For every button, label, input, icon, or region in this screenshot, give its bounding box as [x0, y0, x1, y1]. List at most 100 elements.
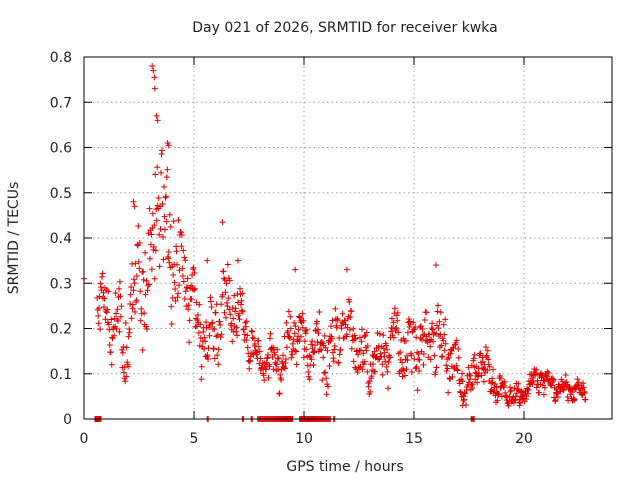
data-point: [306, 376, 313, 383]
data-point: [114, 306, 121, 313]
data-point: [236, 310, 243, 317]
data-point: [148, 266, 155, 273]
data-point: [350, 358, 357, 365]
data-point: [310, 362, 317, 369]
data-point: [152, 171, 159, 178]
data-point: [283, 319, 290, 326]
data-point: [443, 362, 450, 369]
data-point: [291, 330, 298, 337]
data-point: [364, 342, 371, 349]
data-point: [315, 330, 322, 337]
data-point: [154, 117, 161, 124]
data-point: [145, 281, 152, 288]
data-point: [273, 361, 280, 368]
data-point: [191, 269, 198, 276]
data-point: [478, 372, 485, 379]
data-point: [280, 352, 287, 359]
data-point: [358, 326, 365, 333]
data-point: [122, 320, 129, 327]
data-point: [421, 317, 428, 324]
data-point: [158, 169, 165, 176]
data-point: [308, 356, 315, 363]
data-point: [581, 388, 588, 395]
data-point: [261, 377, 268, 384]
data-point: [141, 310, 148, 317]
data-point: [222, 289, 229, 296]
data-point: [225, 295, 232, 302]
data-point: [417, 323, 424, 330]
data-point: [184, 275, 191, 282]
data-point: [163, 218, 170, 225]
data-point: [186, 339, 193, 346]
data-point: [475, 373, 482, 380]
data-point: [331, 342, 338, 349]
data-point: [465, 379, 472, 386]
data-point: [156, 231, 163, 238]
data-point: [497, 384, 504, 391]
data-point: [175, 290, 182, 297]
data-point: [540, 391, 547, 398]
data-point: [292, 323, 299, 330]
data-point: [281, 365, 288, 372]
data-point: [197, 321, 204, 328]
data-point: [192, 315, 199, 322]
data-point: [289, 351, 296, 358]
data-point: [324, 347, 331, 354]
data-point: [101, 295, 108, 302]
data-point: [102, 316, 109, 323]
y-tick-label: 0.5: [50, 186, 72, 202]
data-point: [552, 397, 559, 404]
data-point: [220, 268, 227, 275]
data-point: [137, 288, 144, 295]
data-point: [286, 334, 293, 341]
data-point: [361, 333, 368, 340]
data-point: [352, 335, 359, 342]
data-point: [579, 385, 586, 392]
data-point: [416, 356, 423, 363]
data-point: [181, 254, 188, 261]
y-tick-label: 0.3: [50, 276, 72, 292]
data-point: [459, 402, 466, 409]
data-point: [185, 302, 192, 309]
data-point: [492, 380, 499, 387]
data-point: [429, 320, 436, 327]
data-point: [454, 367, 461, 374]
data-point: [448, 347, 455, 354]
data-point: [113, 325, 120, 332]
data-point: [477, 350, 484, 357]
data-point: [442, 340, 449, 347]
data-point: [243, 337, 250, 344]
data-point: [230, 315, 237, 322]
data-point: [182, 257, 189, 264]
data-point: [337, 346, 344, 353]
data-point: [125, 333, 132, 340]
y-tick-label: 0.4: [50, 231, 72, 247]
data-point: [246, 365, 253, 372]
data-point: [444, 365, 451, 372]
data-point: [334, 317, 341, 324]
data-point: [379, 371, 386, 378]
data-point: [351, 332, 358, 339]
data-point: [211, 355, 218, 362]
data-point: [105, 321, 112, 328]
data-point: [564, 381, 571, 388]
data-point: [128, 284, 135, 291]
data-point: [554, 394, 561, 401]
y-tick-label: 0.8: [50, 50, 72, 66]
data-point: [236, 285, 243, 292]
data-point: [530, 378, 537, 385]
data-point: [293, 348, 300, 355]
data-point: [255, 343, 262, 350]
data-point: [136, 265, 143, 272]
data-point: [362, 332, 369, 339]
data-point: [253, 348, 260, 355]
data-point: [363, 347, 370, 354]
data-point: [571, 396, 578, 403]
data-point: [174, 261, 181, 268]
data-point: [405, 316, 412, 323]
data-point: [292, 347, 299, 354]
data-point: [133, 297, 140, 304]
data-point: [96, 293, 103, 300]
data-point: [170, 271, 177, 278]
data-point: [433, 262, 439, 269]
